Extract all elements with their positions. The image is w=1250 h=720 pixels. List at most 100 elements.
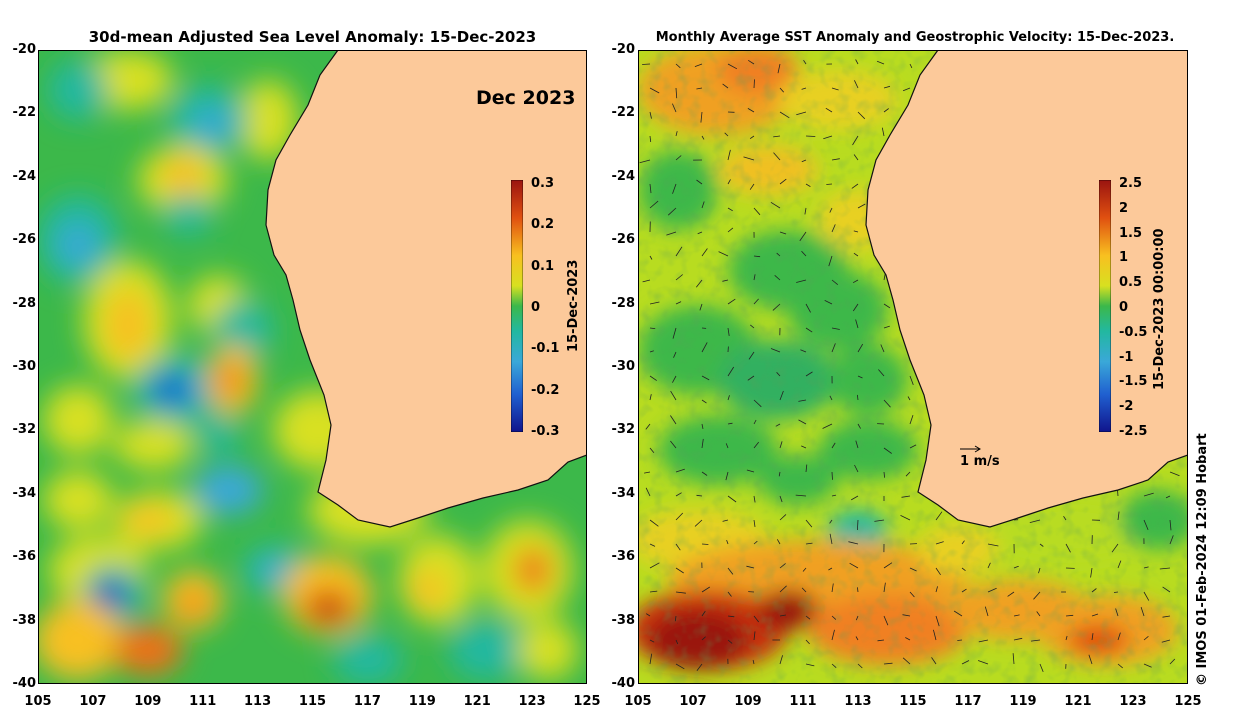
y-tick-label: -40 [611,676,636,691]
velocity-arrow [1113,591,1119,593]
colorbar-tick-label: 2.5 [1119,176,1143,191]
velocity-arrow [1143,492,1154,497]
velocity-scale-label: 1 m/s [960,454,1000,469]
velocity-arrow [909,591,915,598]
velocity-arrow [987,543,999,547]
velocity-arrow [883,399,891,408]
velocity-arrow [831,442,836,449]
velocity-arrow [1117,560,1122,569]
velocity-arrow [1063,515,1067,521]
colorbar-tick-label: 1 [1119,250,1129,266]
velocity-arrow [779,178,787,185]
velocity-arrow [1090,567,1093,578]
colorbar-tick-label: -2.5 [1119,424,1148,439]
velocity-arrow [825,107,833,113]
velocity-arrow [803,59,807,65]
velocity-arrow [961,660,970,665]
velocity-arrow [670,390,677,401]
velocity-arrow [805,183,811,187]
velocity-arrow [696,179,703,185]
velocity-arrow [727,395,730,401]
velocity-arrow [696,87,703,90]
velocity-arrow [795,494,807,497]
velocity-arrow [857,423,861,429]
velocity-arrow [909,375,914,386]
velocity-arrow [649,255,653,260]
x-tick-label: 121 [1064,694,1092,709]
velocity-arrow [1030,639,1041,642]
velocity-arrow [675,639,679,645]
velocity-arrow [1012,653,1015,665]
velocity-arrow [909,444,917,449]
velocity-arrow [1065,635,1068,641]
velocity-arrow [779,441,783,449]
y-tick-label: -34 [611,485,636,501]
velocity-arrow [675,567,684,574]
velocity-arrow [701,438,704,449]
velocity-arrow [953,610,963,617]
x-tick-label: 115 [298,694,327,709]
velocity-arrow [935,567,941,576]
velocity-arrow [855,59,859,65]
velocity-arrow [727,615,735,618]
velocity-arrow [901,495,911,498]
x-tick-label: 105 [624,694,652,709]
velocity-arrow [649,200,659,209]
velocity-arrow [673,351,677,358]
velocity-arrow [727,227,734,233]
velocity-arrow [883,303,891,309]
velocity-arrow [700,111,703,123]
velocity-arrow [900,515,911,521]
velocity-arrow [1143,663,1152,668]
velocity-arrow [1162,586,1171,593]
velocity-arrow [1013,565,1019,569]
velocity-arrow [1169,519,1172,531]
colorbar-tick-label: 0.3 [531,176,555,191]
y-tick-label: -24 [12,168,37,184]
copyright-credit: © IMOS 01-Feb-2024 12:09 Hobart [1195,433,1210,686]
velocity-arrow [701,399,707,404]
velocity-arrow [747,375,755,381]
velocity-arrow [857,519,859,531]
velocity-arrow [672,375,677,383]
velocity-arrow [770,348,781,353]
velocity-arrow [743,156,755,161]
colorbar-tick-label: -0.2 [531,382,560,398]
colorbar-tick-label: 0 [1119,300,1129,315]
y-tick-label: -30 [611,359,636,374]
velocity-arrow [773,152,781,161]
y-tick-label: -36 [611,549,636,565]
velocity-arrow [649,562,660,569]
velocity-arrow [726,539,729,545]
velocity-arrow [727,591,732,597]
velocity-arrow [779,655,783,665]
month-label: Dec 2023 [476,87,576,109]
right-panel-title: Monthly Average SST Anomaly and Geostrop… [655,30,1175,45]
velocity-arrow [725,443,729,449]
velocity-arrow [1140,606,1145,617]
velocity-arrow [748,351,755,360]
x-tick-label: 119 [408,694,436,709]
y-tick-label: -38 [611,612,636,628]
velocity-arrow [1111,543,1119,553]
velocity-arrow [776,372,781,377]
velocity-arrow [909,567,917,572]
velocity-arrow [642,63,651,65]
velocity-arrow [805,519,813,528]
velocity-arrow [977,660,989,665]
y-tick-label: -32 [12,422,37,438]
velocity-arrow [831,87,839,91]
velocity-arrow [1038,567,1041,574]
velocity-arrow [1065,543,1071,553]
velocity-arrow [727,298,736,305]
velocity-arrow [883,582,886,593]
velocity-arrow [675,155,682,161]
velocity-arrow [675,543,681,551]
velocity-arrow [831,224,836,233]
x-tick-label: 109 [734,694,762,709]
x-tick-label: 117 [954,694,982,709]
velocity-arrow [722,279,729,282]
colorbar-tick-label: 0.2 [531,217,555,233]
velocity-arrow [857,343,864,353]
velocity-arrow [675,87,678,99]
